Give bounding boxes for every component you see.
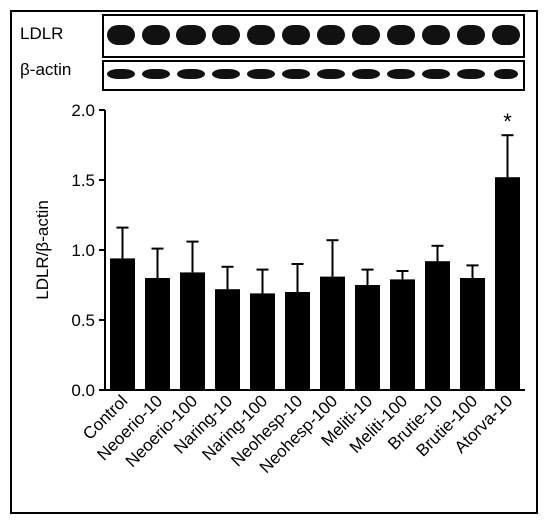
actin-band (493, 69, 518, 79)
bar (460, 278, 485, 390)
ldlr-band (282, 25, 311, 45)
actin-band (107, 69, 136, 79)
y-tick-label: 0.5 (71, 311, 95, 330)
y-tick-label: 1.5 (71, 171, 95, 190)
western-blot-ldlr (102, 14, 525, 58)
bar (320, 276, 345, 390)
western-blot-beta-actin (102, 60, 525, 91)
bar (425, 261, 450, 390)
blot-label-ldlr: LDLR (20, 24, 64, 43)
ldlr-band (386, 25, 415, 45)
actin-band (316, 69, 345, 79)
bar (145, 278, 170, 390)
y-tick-label: 0.0 (71, 381, 95, 400)
bar (285, 292, 310, 390)
actin-band (247, 69, 276, 79)
ldlr-band (142, 25, 171, 45)
bar (390, 279, 415, 390)
ldlr-band (351, 25, 380, 45)
actin-band (456, 69, 485, 79)
bar (110, 258, 135, 390)
y-tick-label: 2.0 (71, 101, 95, 120)
actin-band (351, 69, 380, 79)
ldlr-band (421, 25, 450, 45)
y-axis-label: LDLR/β-actin (33, 200, 52, 300)
ldlr-band (456, 25, 485, 45)
actin-band (142, 69, 171, 79)
ldlr-band (176, 25, 207, 45)
ldlr-band (491, 25, 520, 45)
bar (355, 285, 380, 390)
bar (250, 293, 275, 390)
ldlr-band (316, 25, 345, 45)
significance-asterisk: * (503, 109, 512, 134)
actin-band (421, 69, 450, 79)
y-tick-label: 1.0 (71, 241, 95, 260)
bar (495, 177, 520, 390)
ldlr-band (247, 25, 276, 45)
bar (215, 289, 240, 390)
blot-label-beta-actin: β-actin (20, 60, 72, 79)
actin-band (282, 69, 311, 79)
actin-band (212, 69, 241, 79)
ldlr-band (212, 25, 241, 45)
ldlr-band (107, 25, 136, 45)
actin-band (177, 69, 206, 79)
bar (180, 272, 205, 390)
actin-band (386, 69, 415, 79)
